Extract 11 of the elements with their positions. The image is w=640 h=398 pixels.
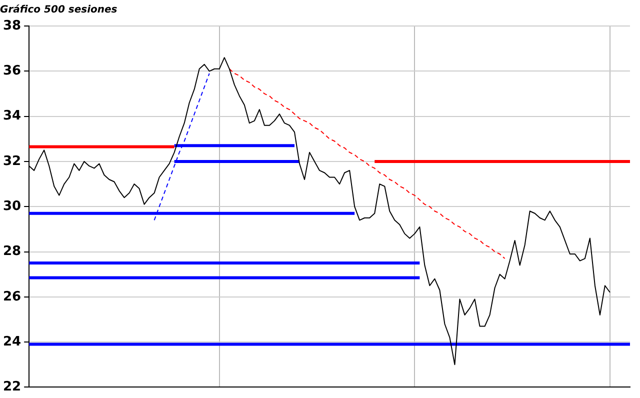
y-tick-label: 26: [2, 289, 22, 304]
y-tick-label: 28: [2, 244, 22, 260]
y-tick-label: 32: [2, 154, 22, 169]
y-tick-label: 34: [2, 108, 22, 124]
y-tick-label: 24: [2, 334, 22, 350]
y-tick-label: 38: [2, 18, 22, 34]
line-series: [228, 68, 506, 260]
y-tick-label: 36: [2, 64, 22, 79]
y-tick-label: 30: [2, 198, 22, 214]
chart-title: Gráfico 500 sesiones: [0, 4, 118, 16]
y-tick-label: 22: [2, 380, 22, 395]
